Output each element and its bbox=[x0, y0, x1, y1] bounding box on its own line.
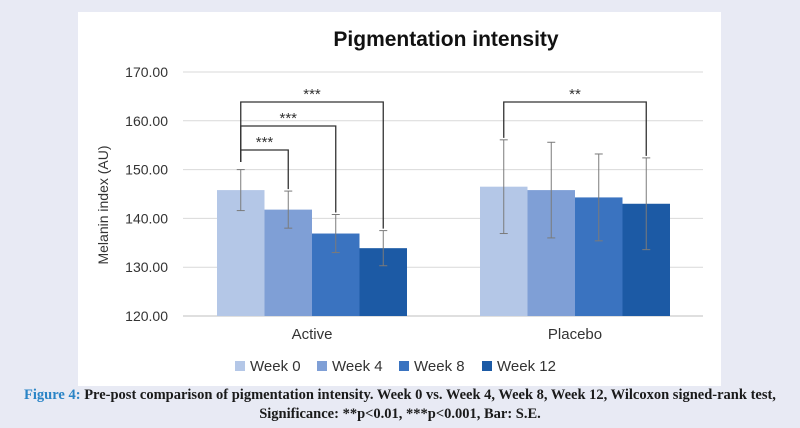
legend-label: Week 12 bbox=[497, 358, 556, 375]
y-tick-label: 150.00 bbox=[125, 162, 168, 178]
chart-title: Pigmentation intensity bbox=[333, 28, 559, 51]
caption-label: Figure 4: bbox=[24, 387, 81, 403]
legend-label: Week 4 bbox=[332, 358, 383, 375]
legend-swatch bbox=[482, 361, 492, 371]
caption-text: Pre-post comparison of pigmentation inte… bbox=[84, 387, 776, 422]
y-tick-label: 120.00 bbox=[125, 308, 168, 324]
figure-caption: Figure 4: Pre-post comparison of pigment… bbox=[0, 386, 800, 428]
significance-label: ** bbox=[569, 86, 581, 103]
figure-panel: Pigmentation intensity Melanin index (AU… bbox=[78, 12, 721, 386]
bar-chart: Pigmentation intensity Melanin index (AU… bbox=[95, 28, 703, 375]
significance-label: *** bbox=[256, 134, 274, 151]
legend-swatch bbox=[235, 361, 245, 371]
legend-label: Week 8 bbox=[414, 358, 465, 375]
significance-label: *** bbox=[279, 110, 297, 127]
y-tick-label: 160.00 bbox=[125, 113, 168, 129]
y-axis-label: Melanin index (AU) bbox=[95, 145, 111, 264]
legend: Week 0 Week 4 Week 8 Week 12 bbox=[235, 358, 556, 375]
y-tick-label: 140.00 bbox=[125, 210, 168, 226]
bars bbox=[217, 186, 670, 316]
x-tick-labels: Active Placebo bbox=[292, 326, 603, 343]
legend-item: Week 8 bbox=[399, 358, 465, 375]
y-tick-label: 170.00 bbox=[125, 64, 168, 80]
significance-bracket bbox=[240, 101, 384, 229]
legend-item: Week 12 bbox=[482, 358, 556, 375]
legend-swatch bbox=[317, 361, 327, 371]
legend-label: Week 0 bbox=[250, 358, 301, 375]
y-tick-label: 130.00 bbox=[125, 259, 168, 275]
significance-brackets: ********* ** bbox=[240, 86, 647, 229]
x-tick-label: Active bbox=[292, 326, 333, 343]
legend-swatch bbox=[399, 361, 409, 371]
x-tick-label: Placebo bbox=[548, 326, 602, 343]
y-tick-labels: 120.00 130.00 140.00 150.00 160.00 170.00 bbox=[125, 64, 168, 324]
legend-item: Week 4 bbox=[317, 358, 383, 375]
significance-bracket bbox=[503, 101, 647, 156]
significance-label: *** bbox=[303, 86, 321, 103]
error-bars bbox=[236, 139, 651, 267]
legend-item: Week 0 bbox=[235, 358, 301, 375]
